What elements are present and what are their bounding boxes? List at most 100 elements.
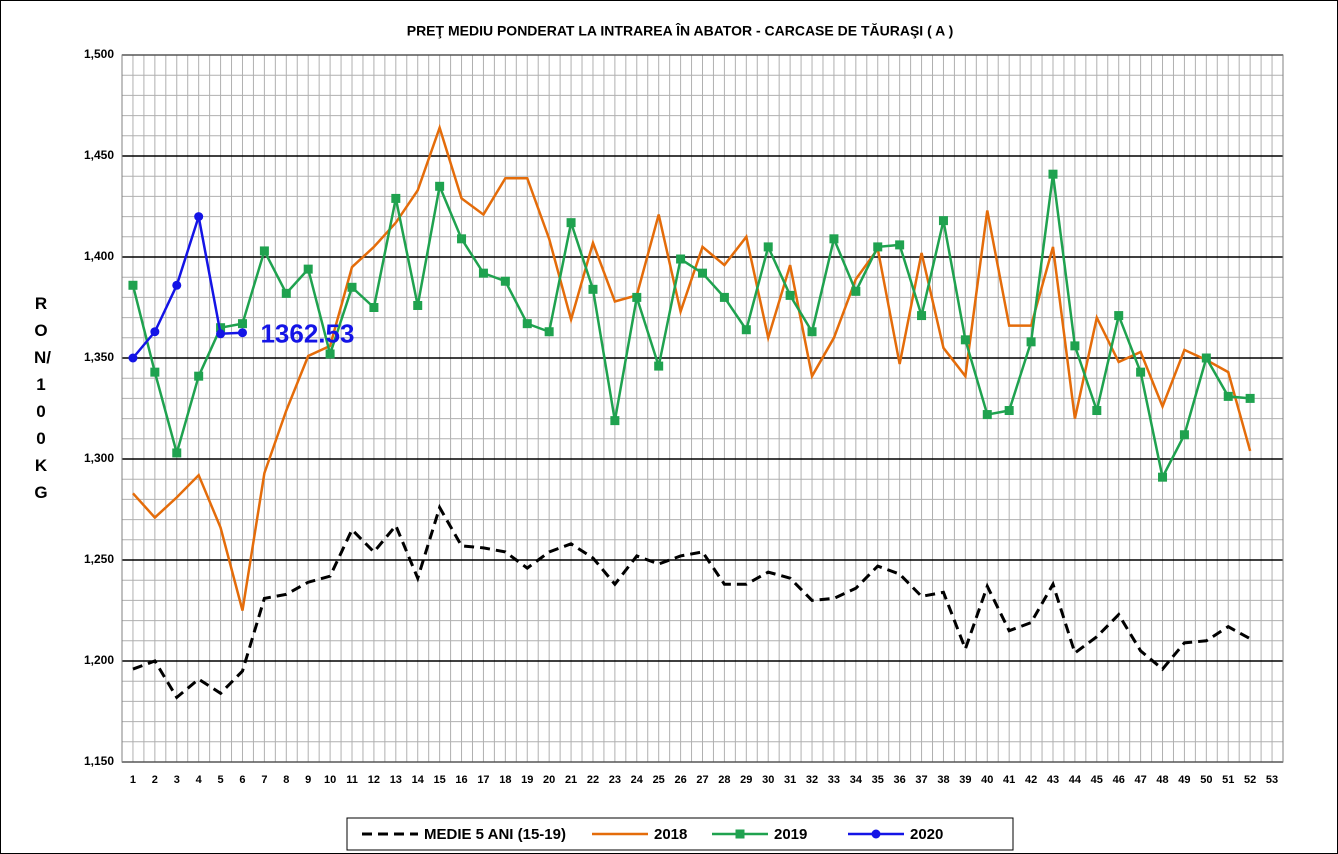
y-axis-label: RON/ 100 KG [34, 294, 51, 502]
x-tick-label: 36 [894, 774, 906, 786]
y-tick-label: 1,350 [84, 350, 114, 364]
point-marker [259, 246, 269, 256]
annotation: 1362.53 [260, 319, 354, 349]
plot-border [121, 54, 1284, 763]
point-marker [347, 282, 357, 292]
x-tick-label: 29 [740, 774, 752, 786]
point-marker [698, 268, 707, 278]
point-marker [413, 300, 423, 310]
point-marker [719, 292, 729, 302]
x-tick-label: 41 [1003, 774, 1015, 786]
point-marker [763, 242, 773, 252]
point-marker [478, 268, 488, 278]
y-tick-label: 1,250 [84, 552, 114, 566]
point-marker [676, 254, 686, 264]
x-tick-label: 21 [565, 774, 577, 786]
x-tick-label: 2 [152, 774, 158, 786]
point-marker [632, 292, 642, 302]
x-tick-label: 52 [1244, 774, 1256, 786]
point-marker [194, 212, 204, 222]
point-marker [588, 284, 598, 294]
legend-marker [735, 829, 745, 839]
point-marker [216, 329, 226, 339]
point-marker [1201, 353, 1211, 363]
legend-label: 2019 [774, 826, 807, 843]
point-marker [128, 353, 138, 363]
x-tick-label: 51 [1222, 774, 1234, 786]
x-tick-label: 6 [239, 774, 245, 786]
point-marker [281, 288, 291, 298]
y-tick-label: 1,400 [84, 249, 114, 263]
x-tick-label: 7 [261, 774, 267, 786]
point-marker [544, 327, 554, 337]
series-line [132, 123, 1252, 611]
x-tick-label: 46 [1113, 774, 1125, 786]
x-tick-label: 30 [762, 774, 774, 786]
series-line [131, 174, 1251, 481]
point-marker [1070, 341, 1080, 351]
legend-label: MEDIE 5 ANI (15-19) [424, 826, 566, 843]
point-marker [829, 234, 839, 244]
point-marker [566, 218, 576, 228]
point-marker [654, 361, 664, 371]
point-marker [1048, 169, 1058, 179]
x-tick-label: 34 [850, 774, 863, 786]
x-tick-label: 28 [718, 774, 730, 786]
x-tick-label: 37 [915, 774, 927, 786]
x-tick-label: 15 [434, 774, 446, 786]
point-marker [938, 216, 948, 226]
point-marker [610, 416, 620, 426]
x-tick-label: 3 [174, 774, 180, 786]
x-tick-label: 4 [196, 774, 203, 786]
point-marker [741, 325, 751, 335]
point-marker [960, 335, 970, 345]
point-marker [369, 303, 379, 312]
x-tick-label: 32 [806, 774, 818, 786]
x-tick-label: 9 [305, 774, 311, 786]
point-marker [851, 286, 861, 296]
point-marker [982, 410, 992, 420]
point-marker [172, 448, 182, 458]
x-tick-label: 45 [1091, 774, 1103, 786]
x-tick-label: 48 [1156, 774, 1168, 786]
x-tick-label: 12 [368, 774, 380, 786]
point-marker [150, 327, 160, 337]
x-tick-label: 39 [959, 774, 971, 786]
x-tick-label: 40 [981, 774, 993, 786]
point-marker [194, 371, 204, 381]
x-tick-label: 11 [346, 774, 358, 786]
x-tick-label: 27 [696, 774, 708, 786]
x-tick-label: 33 [828, 774, 840, 786]
point-marker [1245, 393, 1255, 403]
chart-title: PREŢ MEDIU PONDERAT LA INTRAREA ÎN ABATO… [407, 22, 954, 39]
series-line [132, 503, 1251, 700]
x-tick-label: 49 [1178, 774, 1190, 786]
x-tick-label: 16 [455, 774, 467, 786]
point-marker [1004, 406, 1014, 416]
point-marker [895, 240, 905, 250]
legend: MEDIE 5 ANI (15-19) 2018 2019 2020 [346, 817, 1014, 851]
point-marker [172, 280, 182, 290]
point-marker [457, 234, 467, 244]
x-tick-label: 18 [499, 774, 511, 786]
point-marker [1223, 391, 1233, 401]
x-tick-label: 13 [390, 774, 402, 786]
point-marker [873, 242, 883, 252]
x-tick-label: 38 [937, 774, 949, 786]
point-marker [128, 280, 138, 290]
x-tick-label: 47 [1134, 774, 1146, 786]
point-marker [785, 290, 795, 300]
x-tick-label: 31 [784, 774, 796, 786]
point-marker [435, 181, 445, 191]
y-tick-label: 1,450 [84, 148, 114, 162]
y-tick-label: 1,500 [84, 47, 114, 61]
point-marker [1136, 367, 1146, 377]
y-tick-label: 1,150 [84, 754, 114, 768]
x-tick-label: 23 [609, 774, 621, 786]
point-marker [1114, 311, 1124, 321]
point-marker [1026, 337, 1036, 347]
point-marker [237, 328, 247, 338]
x-tick-label: 19 [521, 774, 533, 786]
x-tick-label: 44 [1069, 774, 1082, 786]
x-tick-label: 26 [674, 774, 686, 786]
